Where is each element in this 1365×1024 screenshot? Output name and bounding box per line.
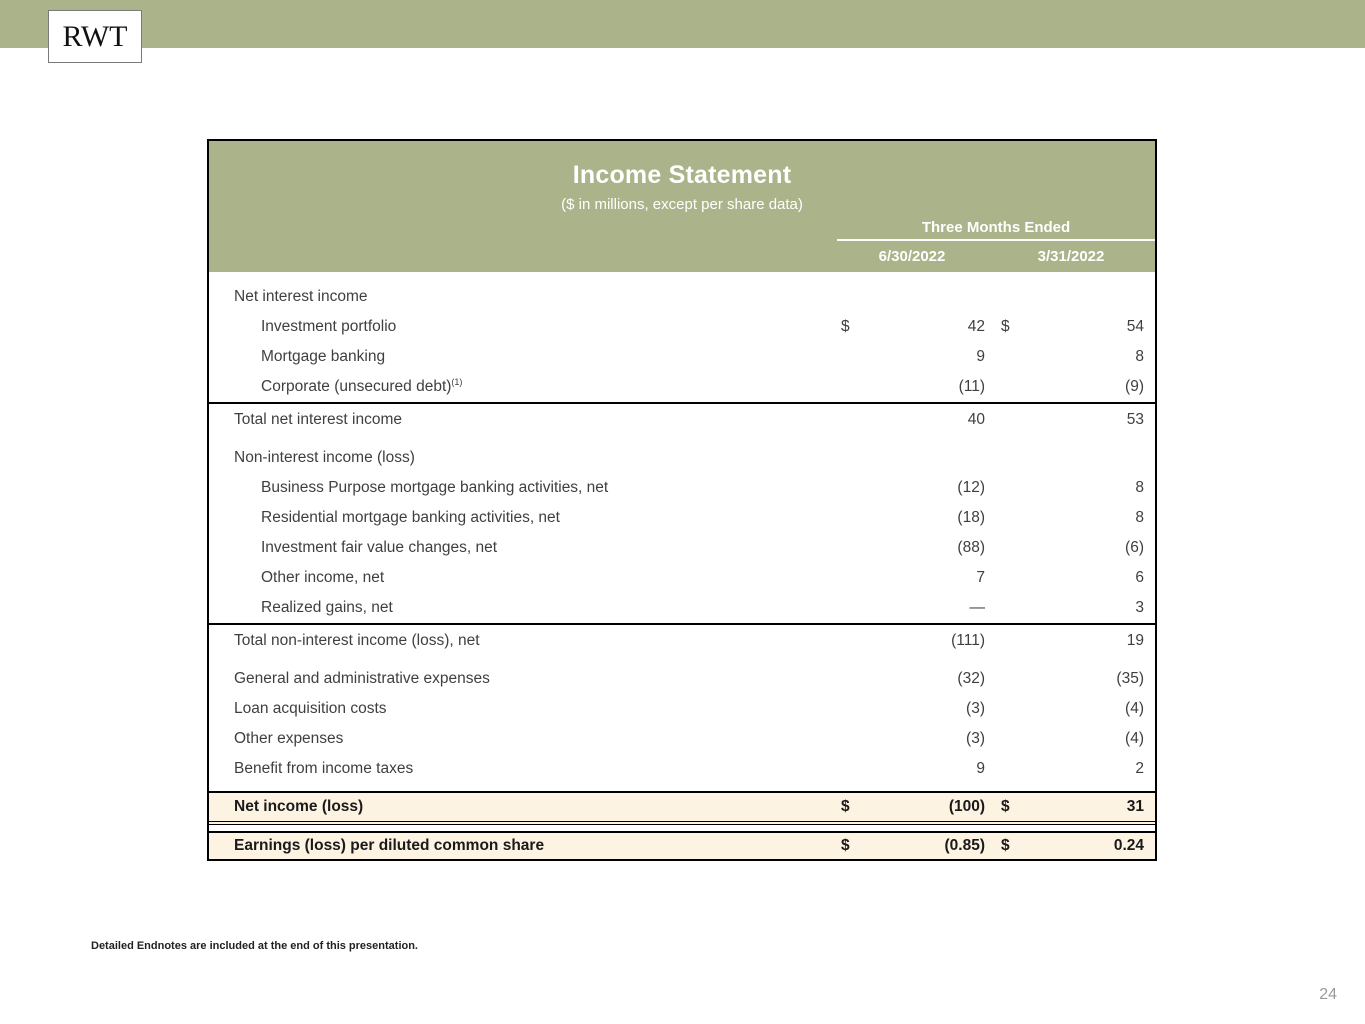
row-label: Mortgage banking <box>261 348 386 365</box>
value-col2: 0.24 <box>1113 837 1144 854</box>
column-header-q1-2022: 3/31/2022 <box>1037 248 1105 265</box>
value-col1: (12) <box>957 479 985 496</box>
value-col2: 54 <box>1126 318 1144 335</box>
table-subtitle: ($ in millions, except per share data) <box>561 196 803 213</box>
income-row-total-non-interest-income-loss-net: Total non-interest income (loss), net (11… <box>209 623 1155 656</box>
row-label: Total net interest income <box>234 410 403 428</box>
value-col2: 31 <box>1126 798 1144 815</box>
value-col1: (32) <box>957 670 985 687</box>
column-header-q2-2022: 6/30/2022 <box>878 248 946 265</box>
row-label: Net interest income <box>234 288 368 305</box>
row-label: Investment fair value changes, net <box>261 539 498 556</box>
row-label: Realized gains, net <box>261 599 393 616</box>
row-label: Non-interest income (loss) <box>234 449 415 466</box>
value-col2: 6 <box>1135 569 1144 586</box>
value-col1: 9 <box>976 348 985 365</box>
income-row-investment-fair-value-changes-net: Investment fair value changes, net (88) (6… <box>209 533 1155 563</box>
company-logo-text: RWT <box>62 19 128 53</box>
value-col2: 8 <box>1135 479 1144 496</box>
value-col2: 2 <box>1135 760 1144 777</box>
dollar-sign-col1: $ <box>841 318 850 335</box>
period-header-underline <box>837 239 1155 241</box>
income-row-non-interest-income-loss: Non-interest income (loss) <box>209 443 1155 473</box>
row-label: Corporate (unsecured debt)(1) <box>261 376 463 395</box>
value-col1: 42 <box>967 318 985 335</box>
row-label: Loan acquisition costs <box>234 700 387 717</box>
income-row-other-income-net: Other income, net 7 6 <box>209 563 1155 593</box>
value-col1: (0.85) <box>944 837 986 854</box>
value-col1: (11) <box>958 378 985 395</box>
dollar-sign-col2: $ <box>1001 837 1010 854</box>
value-col1: (111) <box>951 631 985 649</box>
value-col2: (9) <box>1125 378 1144 395</box>
value-col2: 3 <box>1135 599 1144 616</box>
value-col2: 53 <box>1126 410 1144 428</box>
value-col2: 8 <box>1135 348 1144 365</box>
dollar-sign-col1: $ <box>841 798 850 815</box>
table-title: Income Statement <box>572 161 792 189</box>
row-label: Other income, net <box>261 569 385 586</box>
row-label: Net income (loss) <box>234 798 364 815</box>
income-row-earnings-loss-per-diluted-common-share: Earnings (loss) per diluted common share… <box>209 831 1155 861</box>
income-row-investment-portfolio: Investment portfolio $42 $54 <box>209 312 1155 342</box>
column-headers-row: 6/30/2022 3/31/2022 <box>837 241 1155 272</box>
footnote-reference: (1) <box>451 376 463 387</box>
company-logo: RWT <box>48 10 142 63</box>
value-col2: (6) <box>1125 539 1144 556</box>
income-row-total-net-interest-income: Total net interest income 40 53 <box>209 402 1155 435</box>
dollar-sign-col2: $ <box>1001 798 1010 815</box>
income-row-net-income-loss: Net income (loss) $ (100) $31 <box>209 791 1155 825</box>
value-col1: 7 <box>976 569 985 586</box>
row-label: General and administrative expenses <box>234 670 490 687</box>
row-label: Residential mortgage banking activities,… <box>261 509 560 526</box>
income-row-business-purpose-mortgage-banking-activities-net: Business Purpose mortgage banking activi… <box>209 473 1155 503</box>
endnotes-footnote: Detailed Endnotes are included at the en… <box>91 940 418 952</box>
value-col1: (88) <box>957 539 985 556</box>
income-row-residential-mortgage-banking-activities-net: Residential mortgage banking activities,… <box>209 503 1155 533</box>
row-label: Investment portfolio <box>261 318 397 335</box>
period-header-label: Three Months Ended <box>921 219 1071 236</box>
value-col2: (4) <box>1125 700 1144 717</box>
period-header-block: Three Months Ended 6/30/2022 3/31/2022 <box>837 216 1155 272</box>
dollar-sign-col1: $ <box>841 837 850 854</box>
income-row-corporate-unsecured-debt: Corporate (unsecured debt)(1) (11) (9) <box>209 372 1155 402</box>
value-col1: 40 <box>967 410 985 428</box>
income-row-other-expenses: Other expenses (3) (4) <box>209 724 1155 754</box>
income-row-benefit-from-income-taxes: Benefit from income taxes 9 2 <box>209 754 1155 784</box>
dollar-sign-col2: $ <box>1001 318 1010 335</box>
value-col1: (3) <box>966 730 985 747</box>
income-row-mortgage-banking: Mortgage banking 9 8 <box>209 342 1155 372</box>
income-row-net-interest-income: Net interest income <box>209 282 1155 312</box>
value-col2: 19 <box>1126 631 1144 649</box>
row-label: Earnings (loss) per diluted common share <box>234 837 545 854</box>
page-number: 24 <box>1319 986 1337 1003</box>
row-label: Total non-interest income (loss), net <box>234 631 480 649</box>
value-col1: (18) <box>957 509 985 526</box>
income-row-general-and-administrative-expenses: General and administrative expenses (32) (… <box>209 664 1155 694</box>
value-col2: (4) <box>1125 730 1144 747</box>
value-col1: — <box>969 599 986 616</box>
table-header: Income Statement ($ in millions, except … <box>207 139 1157 272</box>
row-label: Benefit from income taxes <box>234 760 414 777</box>
value-col1: 9 <box>976 760 985 777</box>
table-body: Net interest income Investment portfolio $… <box>207 272 1157 861</box>
top-banner <box>0 0 1365 48</box>
income-row-loan-acquisition-costs: Loan acquisition costs (3) (4) <box>209 694 1155 724</box>
income-statement-table: Income Statement ($ in millions, except … <box>207 139 1157 861</box>
value-col2: 8 <box>1135 509 1144 526</box>
value-col2: (35) <box>1116 670 1144 687</box>
income-row-realized-gains-net: Realized gains, net — 3 <box>209 593 1155 623</box>
value-col1: (3) <box>966 700 985 717</box>
row-label: Other expenses <box>234 730 344 747</box>
value-col1: (100) <box>948 798 985 815</box>
row-label: Business Purpose mortgage banking activi… <box>261 479 609 496</box>
